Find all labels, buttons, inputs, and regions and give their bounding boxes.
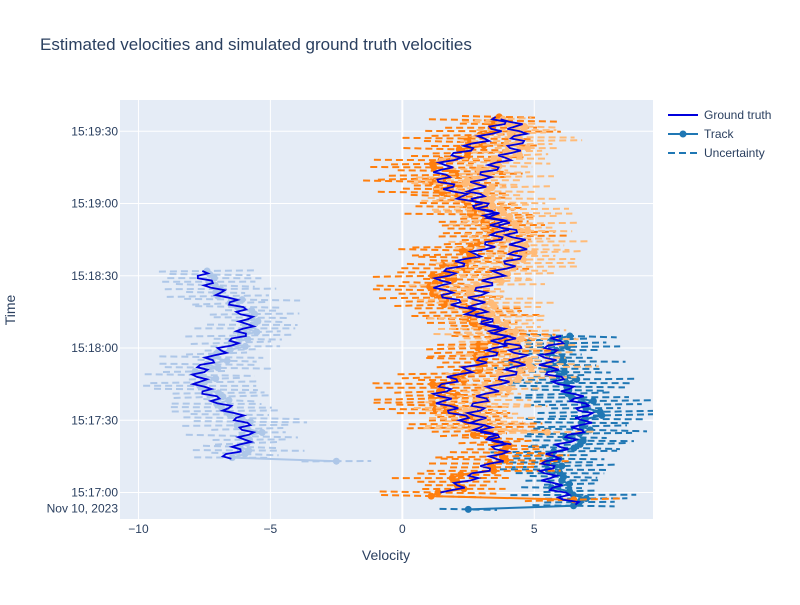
legend-label-track: Track bbox=[704, 127, 735, 141]
track-point bbox=[597, 408, 604, 415]
track-point bbox=[489, 195, 496, 202]
track-point bbox=[470, 431, 477, 438]
track-point bbox=[489, 202, 496, 209]
track-point bbox=[429, 160, 436, 167]
legend-swatch-track-marker bbox=[680, 131, 687, 138]
y-tick-label: 15:17:30 bbox=[71, 413, 118, 427]
track-point bbox=[518, 335, 525, 342]
track-point bbox=[468, 243, 475, 250]
y-tick-label: 15:18:30 bbox=[71, 269, 118, 283]
track-point bbox=[245, 447, 252, 454]
legend-item-ground-truth[interactable]: Ground truth bbox=[668, 108, 771, 122]
track-point bbox=[512, 328, 519, 335]
track-point bbox=[561, 369, 568, 376]
track-point bbox=[502, 321, 509, 328]
track-point bbox=[580, 437, 587, 444]
track-point bbox=[490, 155, 497, 162]
track-point bbox=[429, 381, 436, 388]
track-point bbox=[494, 317, 501, 324]
track-point bbox=[531, 249, 538, 256]
track-point bbox=[566, 481, 573, 488]
y-tick-label: 15:19:30 bbox=[71, 124, 118, 138]
track-point bbox=[488, 299, 495, 306]
track-point bbox=[497, 206, 504, 213]
track-point bbox=[498, 278, 505, 285]
track-point bbox=[212, 375, 219, 382]
track-point bbox=[526, 357, 533, 364]
chart-title: Estimated velocities and simulated groun… bbox=[40, 35, 472, 54]
track-point bbox=[488, 310, 495, 317]
track-point bbox=[515, 375, 522, 382]
track-point bbox=[215, 364, 222, 371]
track-point bbox=[511, 220, 518, 227]
track-point bbox=[465, 506, 472, 513]
track-point bbox=[488, 184, 495, 191]
x-tick-label: 0 bbox=[399, 522, 406, 536]
track-point bbox=[457, 471, 464, 478]
track-point bbox=[428, 493, 435, 500]
x-tick-label: 5 bbox=[531, 522, 538, 536]
legend: Ground truth Track Uncertainty bbox=[668, 108, 771, 160]
legend-label-ground-truth: Ground truth bbox=[704, 108, 771, 122]
track-point bbox=[428, 395, 435, 402]
track-point bbox=[254, 318, 261, 325]
track-point bbox=[242, 343, 249, 350]
x-tick-label: −5 bbox=[264, 522, 278, 536]
y-tick-label: 15:17:00 bbox=[71, 486, 118, 500]
track-point bbox=[480, 142, 487, 149]
y-tick-label: 15:19:00 bbox=[71, 197, 118, 211]
track-point bbox=[590, 398, 597, 405]
track-point bbox=[248, 307, 255, 314]
track-point bbox=[524, 145, 531, 152]
track-point bbox=[505, 386, 512, 393]
y-tick-sublabel: Nov 10, 2023 bbox=[47, 502, 119, 516]
x-axis-ticks: −10 −5 0 5 bbox=[128, 522, 538, 536]
legend-item-track[interactable]: Track bbox=[668, 127, 735, 141]
track-point bbox=[449, 475, 456, 482]
track-point bbox=[558, 463, 565, 470]
track-point bbox=[333, 458, 340, 465]
track-point bbox=[253, 328, 260, 335]
y-axis-ticks: 15:17:00 Nov 10, 2023 15:17:30 15:18:00 15:1… bbox=[47, 124, 119, 515]
track-point bbox=[224, 357, 231, 364]
track-point bbox=[454, 391, 461, 398]
track-point bbox=[464, 177, 471, 184]
track-point bbox=[516, 152, 523, 159]
track-point bbox=[506, 213, 513, 220]
legend-label-uncertainty: Uncertainty bbox=[704, 146, 765, 160]
x-axis-label: Velocity bbox=[362, 547, 410, 563]
track-point bbox=[544, 429, 551, 436]
x-tick-label: −10 bbox=[128, 522, 149, 536]
track-point bbox=[259, 429, 266, 436]
track-point bbox=[225, 397, 232, 404]
y-axis-label: Time bbox=[2, 294, 18, 325]
track-point bbox=[524, 227, 531, 234]
y-tick-label: 15:18:00 bbox=[71, 341, 118, 355]
legend-item-uncertainty[interactable]: Uncertainty bbox=[668, 146, 765, 160]
track-point bbox=[571, 444, 578, 451]
